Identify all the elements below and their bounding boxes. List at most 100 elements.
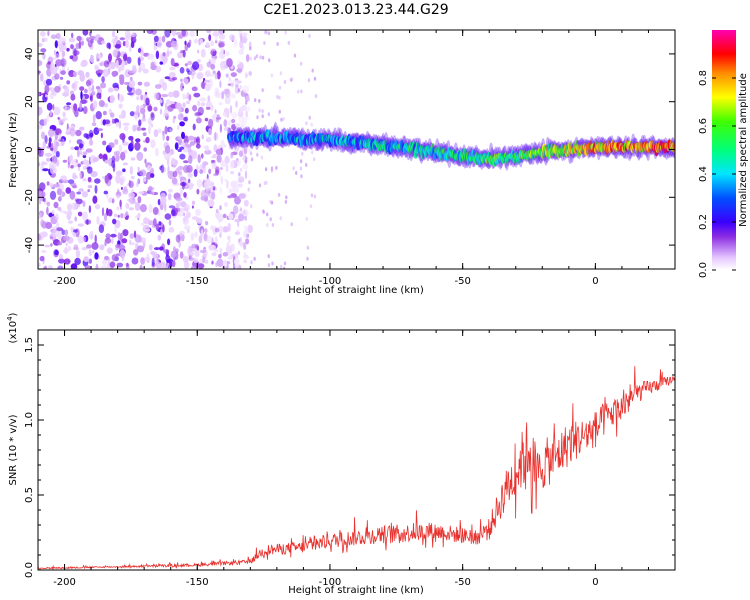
noise-blob: [167, 262, 170, 266]
noise-blob: [92, 114, 96, 123]
noise-blob: [245, 238, 250, 245]
noise-blob: [145, 97, 150, 106]
noise-blob: [242, 85, 250, 94]
noise-blob: [228, 188, 233, 193]
noise-blob: [160, 164, 165, 174]
noise-blob: [143, 81, 150, 87]
noise-blob: [228, 251, 233, 260]
noise-blob: [155, 66, 162, 73]
noise-blob: [206, 235, 213, 244]
noise-blob: [236, 64, 242, 69]
noise-blob: [100, 220, 105, 225]
noise-blob: [223, 144, 227, 148]
noise-blob: [245, 110, 248, 118]
noise-blob: [42, 140, 46, 149]
noise-blob: [191, 205, 194, 209]
noise-blob: [116, 194, 120, 199]
noise-blob: [173, 115, 177, 119]
noise-blob: [159, 108, 163, 115]
noise-blob: [307, 78, 311, 83]
noise-blob: [164, 152, 171, 161]
noise-blob: [192, 61, 200, 71]
noise-blob: [238, 213, 245, 222]
noise-blob: [66, 102, 72, 106]
noise-blob: [68, 155, 73, 165]
noise-blob: [243, 225, 249, 231]
snr-y-label: SNR (10 * v/v): [8, 414, 19, 485]
noise-blob: [169, 66, 176, 71]
noise-blob: [38, 233, 42, 241]
noise-blob: [111, 155, 116, 164]
noise-blob: [233, 39, 238, 47]
noise-blob: [180, 182, 187, 187]
noise-blob: [44, 244, 51, 248]
noise-blob: [184, 142, 189, 148]
noise-blob: [283, 261, 287, 266]
noise-blob: [222, 226, 230, 233]
noise-blob: [148, 185, 153, 195]
noise-blob: [275, 165, 278, 170]
noise-blob: [204, 83, 211, 92]
noise-blob: [194, 111, 202, 117]
noise-blob: [164, 145, 171, 154]
noise-blob: [249, 46, 252, 51]
noise-blob: [211, 191, 216, 200]
noise-blob: [214, 131, 217, 141]
noise-blob: [128, 135, 134, 141]
noise-blob: [175, 197, 183, 202]
noise-blob: [239, 40, 244, 49]
noise-blob: [314, 94, 318, 99]
noise-blob: [127, 92, 134, 96]
noise-blob: [77, 211, 83, 217]
noise-blob: [269, 217, 272, 222]
noise-blob: [171, 157, 176, 164]
noise-blob: [160, 228, 163, 235]
noise-blob: [104, 175, 109, 184]
noise-blob: [80, 90, 83, 100]
noise-blob: [225, 164, 229, 173]
noise-blob: [222, 112, 226, 116]
noise-blob: [232, 205, 239, 215]
noise-blob: [136, 151, 144, 161]
noise-blob: [216, 114, 220, 118]
noise-blob: [140, 50, 145, 57]
noise-blob: [53, 49, 56, 56]
noise-blob: [78, 143, 84, 149]
noise-blob: [216, 154, 222, 163]
noise-blob: [56, 188, 62, 196]
noise-blob: [71, 32, 74, 38]
noise-blob: [190, 232, 195, 241]
noise-blob: [79, 102, 82, 111]
noise-blob: [71, 83, 76, 89]
noise-blob: [46, 102, 53, 111]
noise-blob: [47, 128, 55, 138]
noise-blob: [255, 54, 259, 59]
noise-blob: [139, 107, 146, 115]
noise-blob: [238, 107, 243, 114]
noise-blob: [191, 86, 198, 92]
noise-blob: [203, 169, 206, 174]
noise-blob: [208, 118, 214, 128]
noise-blob: [95, 34, 101, 39]
noise-blob: [115, 243, 121, 249]
noise-blob: [128, 180, 134, 189]
noise-blob: [122, 229, 129, 237]
noise-blob: [305, 163, 308, 167]
noise-blob: [45, 78, 53, 86]
noise-blob: [247, 97, 250, 102]
noise-blob: [67, 245, 72, 252]
noise-blob: [249, 151, 253, 156]
noise-blob: [103, 110, 107, 116]
noise-blob: [150, 139, 156, 149]
y-tick-label: 0: [24, 146, 35, 152]
noise-blob: [153, 129, 159, 138]
noise-blob: [162, 82, 168, 91]
noise-blob: [108, 53, 112, 62]
noise-blob: [53, 201, 59, 209]
noise-blob: [208, 73, 216, 77]
noise-blob: [177, 149, 182, 152]
noise-blob: [212, 30, 220, 37]
noise-blob: [49, 147, 54, 151]
noise-blob: [168, 72, 176, 79]
